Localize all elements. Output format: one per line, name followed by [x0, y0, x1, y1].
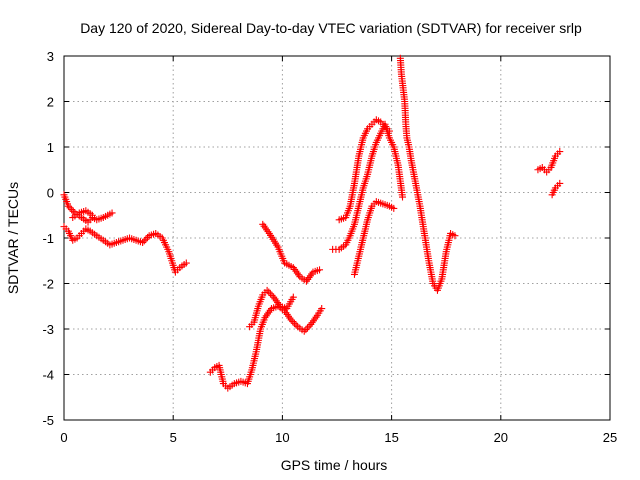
data-point-marker — [556, 148, 564, 156]
y-tick-label: 1 — [47, 140, 54, 155]
x-tick-label: 10 — [275, 430, 289, 445]
series-track-l — [548, 179, 564, 199]
data-point-marker — [108, 209, 116, 217]
data-point-marker — [69, 207, 77, 215]
series-track-f — [259, 220, 324, 285]
y-tick-label: -5 — [42, 413, 54, 428]
data-point-marker — [287, 316, 295, 324]
grid-layer — [64, 56, 610, 420]
y-tick-label: 3 — [47, 49, 54, 64]
series-track-d — [206, 302, 326, 392]
data-point-marker — [399, 193, 407, 201]
data-marks — [60, 54, 564, 392]
data-point-marker — [556, 179, 564, 187]
y-tick-label: 0 — [47, 186, 54, 201]
data-point-marker — [318, 305, 326, 313]
data-point-marker — [268, 291, 276, 299]
data-point-marker — [182, 259, 190, 267]
data-point-marker — [263, 286, 271, 294]
data-point-marker — [290, 319, 298, 327]
series-track-j — [396, 54, 459, 294]
series-track-e — [246, 286, 297, 331]
x-axis-label: GPS time / hours — [281, 457, 388, 473]
data-point-marker — [139, 239, 147, 247]
series-track-a — [60, 191, 116, 226]
data-point-marker — [302, 326, 310, 334]
ticks-layer: 0 5 10 15 20 25 -5 -4 -3 -2 -1 0 1 2 3 — [42, 49, 617, 445]
x-tick-label: 0 — [60, 430, 67, 445]
x-tick-label: 5 — [170, 430, 177, 445]
data-point-marker — [64, 202, 72, 210]
data-point-marker — [292, 321, 300, 329]
series-track-h — [335, 116, 393, 224]
data-point-marker — [451, 232, 459, 240]
data-point-marker — [140, 237, 148, 245]
data-point-marker — [266, 290, 274, 298]
y-tick-label: -2 — [42, 277, 54, 292]
series-track-i — [350, 198, 398, 278]
data-point-marker — [88, 211, 96, 219]
data-point-marker — [144, 233, 152, 241]
data-point-marker — [142, 235, 150, 243]
data-point-marker — [300, 327, 308, 335]
data-point-marker — [305, 322, 313, 330]
y-tick-label: -4 — [42, 368, 54, 383]
series-track-g — [329, 120, 407, 253]
data-point-marker — [289, 293, 297, 301]
series-track-c — [69, 207, 96, 222]
data-point-marker — [316, 266, 324, 274]
data-point-marker — [304, 324, 312, 332]
series-track-k — [534, 148, 564, 176]
x-tick-label: 15 — [384, 430, 398, 445]
data-point-marker — [289, 318, 297, 326]
y-axis-label: SDTVAR / TECUs — [5, 182, 21, 294]
data-point-marker — [66, 204, 74, 212]
x-tick-label: 20 — [494, 430, 508, 445]
data-point-marker — [265, 288, 273, 296]
y-tick-label: 2 — [47, 95, 54, 110]
data-point-marker — [390, 204, 398, 212]
chart-title: Day 120 of 2020, Sidereal Day-to-day VTE… — [80, 20, 582, 36]
y-tick-label: -1 — [42, 231, 54, 246]
data-point-marker — [385, 127, 393, 135]
data-point-marker — [68, 206, 76, 214]
y-tick-label: -3 — [42, 322, 54, 337]
x-tick-label: 25 — [603, 430, 617, 445]
series-track-b — [60, 223, 190, 276]
